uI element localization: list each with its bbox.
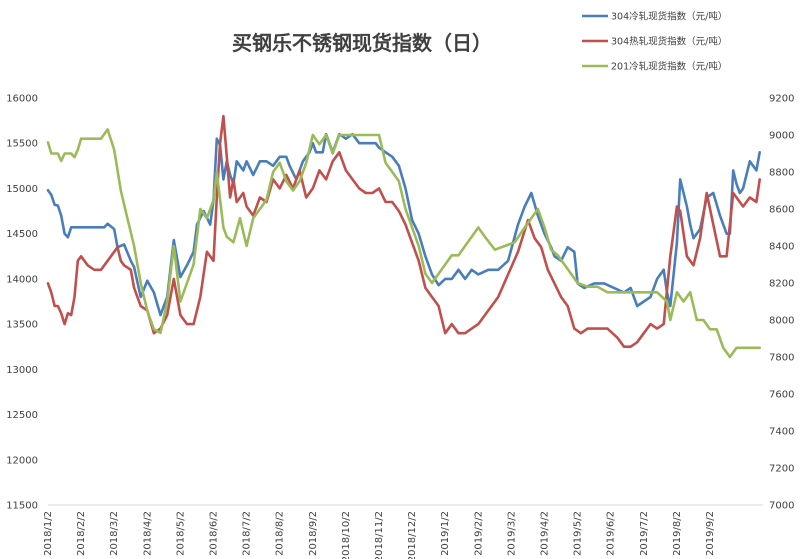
x-tick-label: 2018/9/2 [308,511,319,556]
y-right-tick-label: 9200 [769,94,794,105]
y-right-tick-label: 8800 [769,168,794,179]
y-left-tick-label: 13000 [6,365,38,376]
y-right-tick-label: 7400 [769,427,794,438]
x-tick-label: 2019/5/2 [573,511,584,556]
y-left-tick-label: 14500 [6,229,38,240]
x-tick-label: 2018/12/2 [407,511,418,559]
y-right-tick-label: 8000 [769,316,794,327]
y-left-tick-label: 16000 [6,94,38,105]
y-right-tick-label: 8200 [769,279,794,290]
y-left-tick-label: 15000 [6,184,38,195]
x-tick-label: 2018/7/2 [242,511,253,556]
x-tick-label: 2018/6/2 [209,511,220,556]
y-right-tick-label: 8600 [769,205,794,216]
x-tick-label: 2019/4/2 [540,511,551,556]
legend-label: 304热轧现货指数（元/吨） [611,36,727,48]
legend-label: 304冷轧现货指数（元/吨） [611,11,727,23]
x-tick-label: 2019/3/2 [506,511,517,556]
y-left-tick-label: 15500 [6,139,38,150]
series-line-3 [46,128,761,359]
chart-title: 买钢乐不锈钢现货指数（日） [232,31,492,55]
y-right-tick-label: 9000 [769,131,794,142]
x-tick-label: 2019/2/2 [473,511,484,556]
y-left-tick-label: 14000 [6,274,38,285]
x-tick-label: 2018/8/2 [275,511,286,556]
x-tick-label: 2019/1/2 [440,511,451,556]
y-left-tick-label: 12000 [6,455,38,466]
y-right-tick-label: 8400 [769,242,794,253]
y-right-tick-label: 7600 [769,390,794,401]
y-left-tick-label: 13500 [6,320,38,331]
x-tick-label: 2018/2/2 [76,511,87,556]
axes: 11500 12000 12500 13000 13500 14000 14500 15000… [6,94,794,559]
x-tick-label: 2018/10/2 [341,511,352,559]
y-right-tick-label: 7800 [769,353,794,364]
x-tick-label: 2019/6/2 [606,511,617,556]
legend: 304冷轧现货指数（元/吨） 304热轧现货指数（元/吨） 201冷轧现货指数（元/… [582,11,727,73]
x-tick-label: 2018/4/2 [142,511,153,556]
y-left-tick-label: 12500 [6,410,38,421]
x-tick-label: 2019/8/2 [672,511,683,556]
series-line-2 [46,114,761,348]
x-tick-label: 2018/1/2 [43,511,54,556]
y-right-tick-label: 7000 [769,501,794,512]
x-tick-label: 2018/5/2 [175,511,186,556]
x-tick-label: 2018/11/2 [374,511,385,559]
x-tick-label: 2019/7/2 [639,511,650,556]
x-tick-label: 2019/9/2 [705,511,716,556]
x-tick-label: 2018/3/2 [109,511,120,556]
series-layer [46,114,761,359]
series-line-1 [46,132,761,317]
legend-label: 201冷轧现货指数（元/吨） [611,61,727,73]
y-left-tick-label: 11500 [6,501,38,512]
y-right-tick-label: 7200 [769,464,794,475]
